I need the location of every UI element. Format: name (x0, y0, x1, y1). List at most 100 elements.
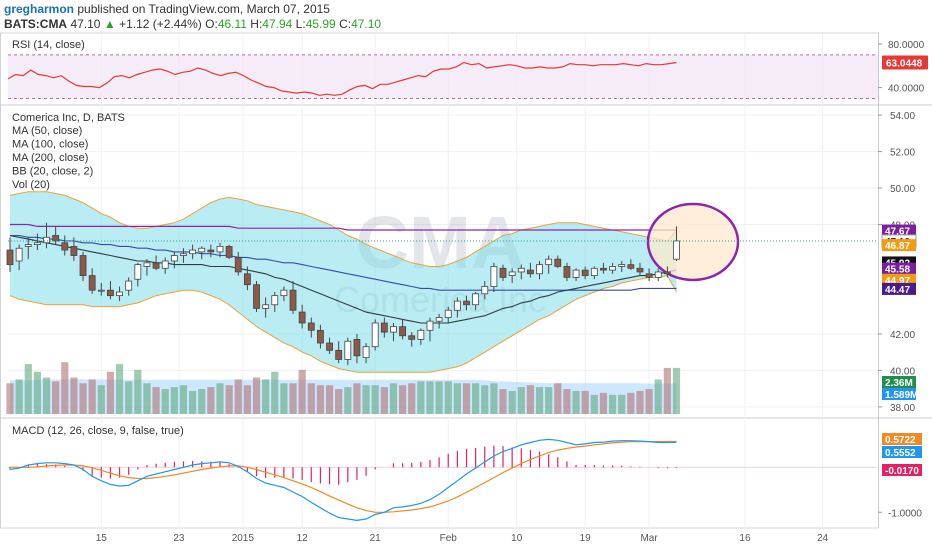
candle (189, 244, 197, 260)
candle (43, 222, 50, 249)
candle-body (216, 246, 224, 253)
candle-body (97, 289, 105, 292)
price-axis-tag (882, 239, 916, 252)
candle (307, 317, 315, 338)
candle (33, 233, 41, 251)
macd-title: MACD (12, 26, close, 9, false, true) (12, 425, 184, 437)
candle-body (390, 326, 397, 333)
volume-bar (24, 364, 32, 414)
volume-bar (636, 390, 644, 414)
volume-bar (398, 385, 407, 414)
candle (170, 251, 178, 269)
rsi-tick-label: 40.0000 (888, 84, 925, 95)
candle-body (490, 266, 498, 287)
price-axis-tag (882, 262, 916, 275)
candle-body (88, 275, 96, 291)
ma200-line (10, 223, 677, 231)
candle-body (189, 249, 197, 255)
candle-body (353, 339, 361, 357)
candle-body (673, 240, 680, 260)
candle (417, 328, 425, 345)
price-tick-label: 38.00 (890, 403, 915, 414)
candle-body (280, 289, 288, 297)
candle (161, 257, 169, 274)
volume-bar (6, 383, 14, 414)
volume-bar (490, 383, 498, 414)
candle-body (362, 346, 370, 359)
volume-bar (380, 387, 388, 414)
volume-bar (599, 392, 608, 414)
candle-body (307, 322, 315, 331)
price-tick-label: 40.00 (890, 366, 915, 377)
bollinger-upper (9, 191, 677, 267)
candle-body (225, 246, 233, 258)
price-title: Comerica Inc, D, BATS (12, 112, 125, 124)
candle (344, 337, 352, 365)
candle-body (609, 266, 616, 271)
volume-bar (581, 390, 589, 414)
candle-body (545, 258, 553, 266)
price-axis-tag (882, 273, 916, 286)
volume-bar (426, 381, 434, 414)
indicator-label: Vol (20) (12, 179, 50, 191)
volume-bar (88, 379, 96, 414)
candle (426, 317, 434, 342)
price-axis-tag (882, 224, 916, 237)
candle-body (627, 264, 635, 269)
high-label: H: (250, 17, 263, 31)
candle (143, 259, 151, 276)
candle (180, 248, 187, 263)
volume-bar (590, 394, 598, 414)
candle (654, 268, 662, 282)
candle-body (253, 284, 260, 309)
volume-bar (115, 364, 124, 414)
candle (453, 297, 461, 318)
candle-body (317, 329, 324, 344)
candle-body (435, 317, 443, 322)
candle-body (271, 295, 279, 306)
candle-body (654, 271, 662, 278)
volume-bar (234, 379, 242, 414)
macd-axis-tag-label: -0.0170 (885, 466, 919, 477)
volume-bar (472, 383, 480, 414)
volume-bar (362, 385, 370, 414)
candle (262, 297, 270, 318)
candle (225, 244, 233, 260)
candle-body (326, 342, 333, 351)
volume-bar (526, 385, 535, 414)
macd-axis-tag (882, 433, 922, 445)
volume-bar (508, 390, 516, 414)
candle (317, 324, 324, 349)
volume-bar (243, 385, 251, 414)
candle-body (70, 246, 78, 256)
volume-bar (143, 383, 151, 414)
author-link[interactable]: gregharmon (4, 2, 75, 16)
candle-body (33, 242, 41, 245)
candle-body (371, 322, 379, 348)
candle (152, 255, 160, 271)
macd-signal-line (10, 440, 677, 513)
candle-body (645, 273, 653, 278)
price-axis-tag (882, 376, 916, 388)
volume-bar (289, 383, 297, 414)
candle-body (499, 267, 507, 278)
candle (234, 251, 242, 276)
annotation-circle (646, 202, 740, 282)
candle-body (536, 264, 543, 275)
candle-body (152, 262, 160, 269)
volume-bar (262, 379, 270, 414)
volume-bar (663, 367, 671, 414)
candle (581, 266, 589, 280)
price-axis-tag-label: 47.67 (885, 227, 910, 238)
price-axis-tag-label: 44.97 (885, 276, 910, 287)
x-tick-label: 19 (580, 533, 592, 544)
candle (645, 268, 653, 282)
candle (52, 226, 60, 245)
open-value: 46.11 (217, 17, 247, 31)
volume-bar (271, 371, 279, 414)
candle-body (243, 273, 251, 286)
volume-bar (389, 383, 398, 414)
candle-body (380, 322, 388, 333)
candle (134, 262, 142, 287)
